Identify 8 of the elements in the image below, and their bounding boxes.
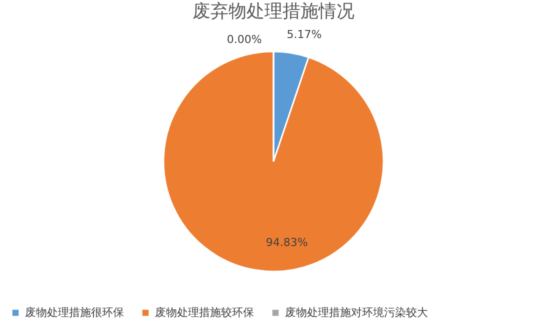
data-label: 94.83% [266,236,308,249]
chart-title: 废弃物处理措施情况 [192,1,354,22]
pie-slice [162,50,384,272]
legend-label: 废物处理措施对环境污染较大 [285,306,428,319]
text: 0.00% [226,33,262,46]
legend-label: 废物处理措施很环保 [25,306,124,319]
data-label: 5.17% [286,28,322,42]
legend-label: 废物处理措施较环保 [155,306,254,319]
